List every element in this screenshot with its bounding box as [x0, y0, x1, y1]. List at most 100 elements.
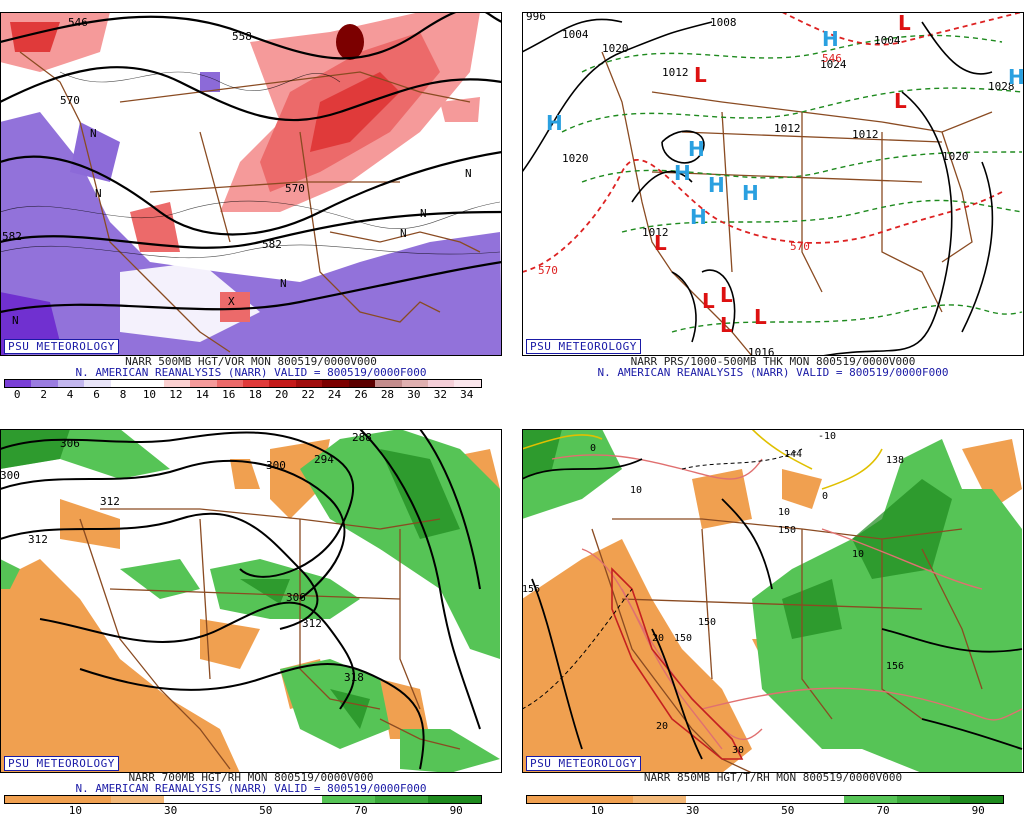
colorbar-swatch [110, 796, 164, 803]
map-700mb-rh: 300 294 288 300 306 312 306 312 312 318 … [0, 429, 502, 773]
colorbar-tick-label: 10 [590, 804, 605, 817]
vorticity-map-graphic: 546 558 570 570 582 582 N N N N N N N X [0, 12, 502, 356]
panel-caption-product: NARR 700MB HGT/RH MON 800519/0000V000 [128, 771, 374, 784]
colorbar-swatch [322, 380, 349, 387]
thickness-540-570 [522, 12, 1023, 273]
height-label: 300 [0, 469, 20, 482]
contour-label: X [228, 295, 235, 308]
contour-label: 582 [2, 230, 22, 243]
contour-label: N [280, 277, 287, 290]
colorbar-swatch [57, 796, 111, 803]
height-label: 288 [352, 431, 372, 444]
colorbar-swatch [57, 380, 85, 387]
high-pressure-marker: H [688, 137, 705, 161]
negative-vorticity-region [200, 72, 220, 92]
isobar-label: 1024 [820, 58, 847, 71]
isobar-label: 1028 [988, 80, 1015, 93]
colorbar-tick-label: 10 [142, 388, 157, 401]
rh-colorbar-ticks: 10 30 50 70 90 [4, 804, 480, 817]
colorbar-swatch [190, 380, 217, 387]
vorticity-colorbar [4, 379, 482, 388]
high-pressure-marker: H [674, 161, 691, 185]
neutral-regions [652, 489, 802, 629]
contour-label: N [95, 187, 102, 200]
low-pressure-marker: L [898, 12, 911, 35]
colorbar-tick-label: 20 [275, 388, 289, 401]
height-label: 138 [886, 455, 904, 466]
contour-label: 570 [285, 182, 305, 195]
colorbar-swatch [216, 380, 243, 387]
panel-caption-product: NARR PRS/1000-500MB THK MON 800519/0000V… [630, 355, 916, 368]
psu-brand-tag: PSU METEOROLOGY [4, 339, 119, 354]
colorbar-tick-label: 24 [327, 388, 342, 401]
psu-brand-tag: PSU METEOROLOGY [526, 339, 641, 354]
psu-brand-tag: PSU METEOROLOGY [4, 756, 119, 771]
panel-caption-valid: N. AMERICAN REANALYSIS (NARR) VALID = 80… [75, 366, 427, 379]
colorbar-swatch [454, 380, 481, 387]
map-mslp-thickness: 996 1004 1004 1008 1012 1012 1012 1012 1… [522, 12, 1024, 356]
panel-700mb-rh: 300 294 288 300 306 312 306 312 312 318 … [0, 420, 502, 819]
colorbar-swatch [269, 796, 323, 803]
colorbar-swatch [428, 796, 482, 803]
contour-label: 582 [262, 238, 282, 251]
contour-label: N [12, 314, 19, 327]
colorbar-swatch [348, 380, 376, 387]
colorbar-tick-label: 8 [119, 388, 127, 401]
vorticity-colorbar-ticks: 0 2 4 6 8 10 12 14 16 18 20 22 24 26 28 30 32 34 [4, 388, 480, 401]
height-contours [522, 458, 1023, 760]
height-label: 312 [100, 495, 120, 508]
low-pressure-marker: L [702, 289, 715, 313]
isobar-label: 1004 [562, 28, 589, 41]
height-label: 150 [674, 633, 692, 644]
high-pressure-marker: H [690, 205, 707, 229]
height-label: 144 [784, 449, 802, 460]
low-pressure-marker: L [754, 305, 767, 329]
thickness-contours [561, 34, 1023, 333]
mslp-map-graphic: 996 1004 1004 1008 1012 1012 1012 1012 1… [522, 12, 1024, 356]
high-pressure-marker: H [546, 111, 563, 135]
colorbar-tick-label: 10 [68, 804, 83, 817]
colorbar-tick-label: 6 [93, 388, 100, 401]
high-pressure-marker: H [708, 173, 725, 197]
colorbar-swatch [950, 796, 1004, 803]
coastlines [19, 51, 481, 353]
colorbar-tick-label: 50 [781, 804, 795, 817]
thickness-label: 546 [822, 52, 842, 65]
isobar-label: 996 [526, 12, 546, 23]
colorbar-swatch [5, 380, 32, 387]
height-label: 156 [522, 584, 540, 595]
panel-caption-valid: N. AMERICAN REANALYSIS (NARR) VALID = 80… [75, 782, 427, 795]
colorbar-tick-label: 50 [259, 804, 273, 817]
colorbar-tick-label: 34 [460, 388, 474, 401]
colorbar-tick-label: 22 [301, 388, 315, 401]
contour-label: N [400, 227, 407, 240]
colorbar-swatch [632, 796, 686, 803]
positive-vorticity-region [220, 292, 250, 322]
colorbar-swatch [375, 796, 429, 803]
low-pressure-marker: L [694, 63, 707, 87]
colorbar-swatch [295, 380, 323, 387]
colorbar-tick-label: 90 [449, 804, 463, 817]
rh-colorbar-ticks: 10 30 50 70 90 [526, 804, 1002, 817]
positive-vorticity-region [440, 97, 480, 122]
colorbar-swatch [579, 796, 633, 803]
isobar-label: 1012 [774, 122, 801, 135]
rh700-map-graphic: 300 294 288 300 306 312 306 312 312 318 [0, 429, 500, 773]
isobar-label: 1016 [748, 346, 775, 356]
height-label: 312 [28, 533, 48, 546]
thickness-label: 570 [538, 264, 558, 277]
isobar-label: 1020 [562, 152, 589, 165]
t850-map-graphic: 0 0 10 10 10 20 20 30 -10 150 150 150 15… [522, 429, 1023, 773]
height-label: 306 [286, 591, 306, 604]
colorbar-tick-label: 18 [248, 388, 262, 401]
colorbar-swatch [163, 796, 217, 803]
colorbar-swatch [242, 380, 270, 387]
panel-mslp-thickness: 996 1004 1004 1008 1012 1012 1012 1012 1… [522, 0, 1024, 402]
colorbar-tick-label: 30 [163, 804, 178, 817]
colorbar-tick-label: 14 [195, 388, 209, 401]
isobar-label: 1012 [642, 226, 669, 239]
temp-label: 10 [852, 549, 864, 560]
contour-label: 570 [60, 94, 80, 107]
colorbar-swatch [5, 796, 58, 803]
colorbar-tick-label: 16 [222, 388, 236, 401]
